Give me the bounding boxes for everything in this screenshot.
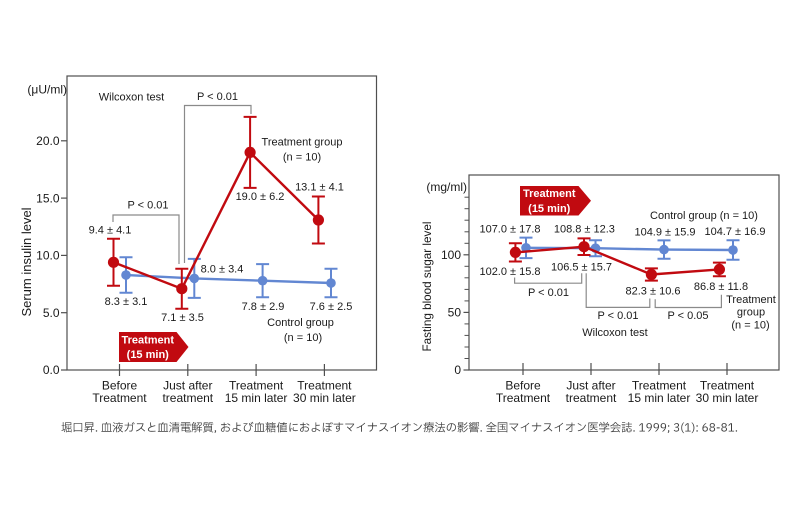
svg-text:Treatment: Treatment bbox=[700, 379, 755, 393]
svg-text:Treatment: Treatment bbox=[523, 188, 576, 200]
svg-text:P < 0.01: P < 0.01 bbox=[597, 310, 638, 322]
svg-text:50: 50 bbox=[448, 306, 462, 320]
svg-text:Serum insulin level: Serum insulin level bbox=[19, 207, 34, 316]
svg-text:(15 min): (15 min) bbox=[528, 203, 571, 215]
svg-text:15 min later: 15 min later bbox=[225, 391, 288, 405]
svg-text:group: group bbox=[737, 307, 765, 319]
svg-text:Control group: Control group bbox=[267, 317, 334, 329]
svg-text:P < 0.01: P < 0.01 bbox=[197, 91, 238, 103]
svg-text:15 min later: 15 min later bbox=[628, 391, 691, 405]
svg-text:Treatment: Treatment bbox=[121, 334, 174, 346]
svg-text:13.1 ± 4.1: 13.1 ± 4.1 bbox=[295, 182, 344, 194]
svg-text:(n = 10): (n = 10) bbox=[731, 320, 769, 332]
svg-text:Just after: Just after bbox=[566, 379, 615, 393]
svg-text:(n = 10): (n = 10) bbox=[283, 152, 321, 164]
svg-text:7.1 ± 3.5: 7.1 ± 3.5 bbox=[161, 312, 204, 324]
svg-text:20.0: 20.0 bbox=[36, 134, 60, 148]
svg-text:Before: Before bbox=[505, 379, 541, 393]
svg-text:Treatment group: Treatment group bbox=[262, 137, 343, 149]
svg-text:Treatment: Treatment bbox=[92, 391, 147, 405]
svg-text:30 min later: 30 min later bbox=[696, 391, 759, 405]
svg-text:Fasting blood sugar level: Fasting blood sugar level bbox=[421, 222, 434, 352]
svg-text:Treatment: Treatment bbox=[632, 379, 687, 393]
svg-text:9.4 ± 4.1: 9.4 ± 4.1 bbox=[89, 225, 132, 237]
svg-text:19.0 ± 6.2: 19.0 ± 6.2 bbox=[236, 191, 285, 203]
svg-text:86.8 ± 11.8: 86.8 ± 11.8 bbox=[694, 281, 748, 293]
svg-text:107.0 ± 17.8: 107.0 ± 17.8 bbox=[479, 224, 540, 236]
svg-text:(mg/ml): (mg/ml) bbox=[426, 180, 467, 194]
svg-text:Just after: Just after bbox=[163, 379, 212, 393]
svg-text:P < 0.01: P < 0.01 bbox=[528, 287, 569, 299]
svg-text:82.3 ± 10.6: 82.3 ± 10.6 bbox=[626, 285, 681, 297]
svg-text:10.0: 10.0 bbox=[36, 249, 60, 263]
svg-text:0: 0 bbox=[454, 363, 461, 377]
svg-text:treatment: treatment bbox=[162, 391, 213, 405]
svg-text:104.7 ± 16.9: 104.7 ± 16.9 bbox=[704, 226, 765, 238]
svg-text:102.0 ± 15.8: 102.0 ± 15.8 bbox=[479, 266, 540, 278]
svg-text:(15 min): (15 min) bbox=[127, 349, 170, 361]
svg-text:P < 0.01: P < 0.01 bbox=[127, 200, 168, 212]
svg-text:Wilcoxon test: Wilcoxon test bbox=[99, 92, 164, 104]
svg-text:108.8 ± 12.3: 108.8 ± 12.3 bbox=[554, 224, 615, 236]
svg-text:8.3 ± 3.1: 8.3 ± 3.1 bbox=[105, 296, 148, 308]
svg-text:Wilcoxon test: Wilcoxon test bbox=[582, 327, 647, 339]
svg-text:treatment: treatment bbox=[566, 391, 617, 405]
svg-text:104.9 ± 15.9: 104.9 ± 15.9 bbox=[634, 227, 695, 239]
svg-text:Control group (n = 10): Control group (n = 10) bbox=[650, 210, 758, 222]
svg-text:Treatment: Treatment bbox=[229, 379, 284, 393]
svg-text:5.0: 5.0 bbox=[43, 306, 60, 320]
svg-text:7.6 ± 2.5: 7.6 ± 2.5 bbox=[310, 301, 353, 313]
svg-text:15.0: 15.0 bbox=[36, 191, 60, 205]
svg-text:8.0 ± 3.4: 8.0 ± 3.4 bbox=[201, 264, 244, 276]
svg-text:P < 0.05: P < 0.05 bbox=[667, 310, 708, 322]
svg-text:0.0: 0.0 bbox=[43, 363, 60, 377]
svg-text:(μU/ml): (μU/ml) bbox=[27, 83, 67, 97]
svg-text:7.8 ± 2.9: 7.8 ± 2.9 bbox=[242, 301, 285, 313]
svg-text:Before: Before bbox=[102, 379, 138, 393]
svg-text:Treatment: Treatment bbox=[297, 379, 352, 393]
svg-text:30 min later: 30 min later bbox=[293, 391, 356, 405]
svg-text:106.5 ± 15.7: 106.5 ± 15.7 bbox=[551, 262, 612, 274]
svg-text:Treatment: Treatment bbox=[726, 294, 776, 306]
svg-text:(n = 10): (n = 10) bbox=[284, 332, 322, 344]
svg-text:Treatment: Treatment bbox=[496, 391, 551, 405]
svg-text:100: 100 bbox=[441, 248, 461, 262]
